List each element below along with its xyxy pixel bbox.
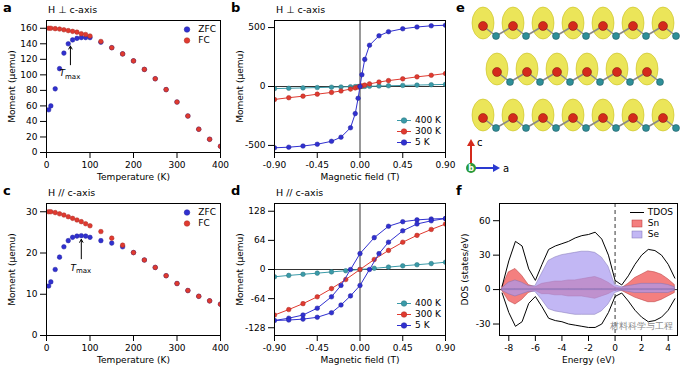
svg-text:400: 400 <box>212 160 229 170</box>
svg-text:500: 500 <box>248 22 265 32</box>
svg-text:128: 128 <box>248 206 265 216</box>
svg-text:0.90: 0.90 <box>435 343 455 353</box>
svg-text:-0.45: -0.45 <box>306 160 329 170</box>
svg-text:-6: -6 <box>531 343 540 353</box>
html-text:Sn: Sn <box>647 218 660 228</box>
svg-text:140: 140 <box>20 39 37 49</box>
svg-text:0: 0 <box>612 343 618 353</box>
svg-text:160: 160 <box>20 23 37 33</box>
svg-text:100: 100 <box>81 160 98 170</box>
html-text:FC: FC <box>198 218 210 228</box>
svg-text:0: 0 <box>260 81 266 91</box>
html-text:TDOS: TDOS <box>647 207 673 217</box>
svg-text:80: 80 <box>26 85 38 95</box>
svg-text:200: 200 <box>125 343 142 353</box>
svg-text:-500: -500 <box>245 140 266 150</box>
svg-text:Energy (eV): Energy (eV) <box>562 355 615 365</box>
svg-text:-4: -4 <box>557 343 566 353</box>
svg-text:20: 20 <box>26 132 38 142</box>
svg-text:-2: -2 <box>584 343 593 353</box>
svg-text:100: 100 <box>20 70 37 80</box>
html-text:5 K: 5 K <box>415 137 430 147</box>
svg-text:40: 40 <box>26 116 38 126</box>
svg-text:-64: -64 <box>251 294 266 304</box>
html-text:300 K: 300 K <box>415 126 441 136</box>
html-text:FC: FC <box>198 35 210 45</box>
svg-text:b: b <box>468 164 474 173</box>
html-text:5 K: 5 K <box>415 320 430 330</box>
svg-text:10: 10 <box>26 289 38 299</box>
svg-text:Moment (μemu): Moment (μemu) <box>7 233 17 305</box>
html-text:d: d <box>231 183 241 198</box>
svg-text:Temperature (K): Temperature (K) <box>96 355 170 365</box>
svg-text:30: 30 <box>479 250 491 260</box>
svg-text:Moment (μemu): Moment (μemu) <box>7 50 17 122</box>
svg-text:Temperature (K): Temperature (K) <box>96 172 170 182</box>
svg-text:60: 60 <box>26 101 38 111</box>
svg-text:0.00: 0.00 <box>350 343 370 353</box>
svg-text:Moment (μemu): Moment (μemu) <box>235 233 245 305</box>
svg-text:0: 0 <box>260 264 266 274</box>
html-text:e: e <box>456 0 465 15</box>
svg-text:0.45: 0.45 <box>393 160 413 170</box>
svg-text:a: a <box>503 163 509 174</box>
svg-text:0.45: 0.45 <box>393 343 413 353</box>
html-text:H // c-axis: H // c-axis <box>48 187 96 198</box>
svg-text:60: 60 <box>479 216 491 226</box>
svg-text:-0.90: -0.90 <box>263 160 287 170</box>
svg-text:Magnetic field (T): Magnetic field (T) <box>321 355 400 365</box>
svg-text:0: 0 <box>44 343 50 353</box>
html-text:b: b <box>231 0 241 15</box>
svg-text:0: 0 <box>44 160 50 170</box>
html-text:ZFC: ZFC <box>198 24 216 34</box>
svg-text:300: 300 <box>168 160 185 170</box>
html-text:H // c-axis: H // c-axis <box>276 187 324 198</box>
svg-text:300: 300 <box>168 343 185 353</box>
svg-text:100: 100 <box>81 343 98 353</box>
svg-text:2: 2 <box>639 343 645 353</box>
html-text:f: f <box>456 183 462 198</box>
svg-text:0: 0 <box>32 147 38 157</box>
svg-text:-0.45: -0.45 <box>306 343 329 353</box>
svg-text:-0.90: -0.90 <box>263 343 287 353</box>
svg-text:-128: -128 <box>245 323 266 333</box>
svg-text:Moment (μemu): Moment (μemu) <box>235 50 245 122</box>
svg-text:64: 64 <box>254 235 266 245</box>
svg-text:Tmax: Tmax <box>60 68 81 81</box>
html-text:a: a <box>3 0 12 15</box>
svg-text:200: 200 <box>125 160 142 170</box>
svg-text:0.00: 0.00 <box>350 160 370 170</box>
svg-text:30: 30 <box>26 207 38 217</box>
svg-text:-8: -8 <box>504 343 513 353</box>
html-text:Se: Se <box>647 229 659 239</box>
svg-text:120: 120 <box>20 54 37 64</box>
html-text:ZFC: ZFC <box>198 207 216 217</box>
html-text:H ⊥ c-axis: H ⊥ c-axis <box>276 4 326 15</box>
html-text:400 K: 400 K <box>415 298 441 308</box>
html-text:400 K: 400 K <box>415 115 441 125</box>
svg-text:4: 4 <box>665 343 671 353</box>
svg-text:DOS (states/eV): DOS (states/eV) <box>460 234 470 306</box>
html-text:H ⊥ c-axis: H ⊥ c-axis <box>48 4 98 15</box>
html-text:300 K: 300 K <box>415 309 441 319</box>
html-text:c: c <box>3 183 11 198</box>
svg-text:0: 0 <box>32 330 38 340</box>
svg-text:0: 0 <box>485 284 491 294</box>
svg-text:0.90: 0.90 <box>435 160 455 170</box>
svg-text:400: 400 <box>212 343 229 353</box>
svg-text:c: c <box>477 137 483 148</box>
svg-text:-30: -30 <box>476 319 491 329</box>
svg-text:20: 20 <box>26 248 38 258</box>
svg-text:Tmax: Tmax <box>70 263 91 276</box>
html-text:材料科学与工程: 材料科学与工程 <box>610 321 673 331</box>
svg-text:Magnetic field (T): Magnetic field (T) <box>321 172 400 182</box>
